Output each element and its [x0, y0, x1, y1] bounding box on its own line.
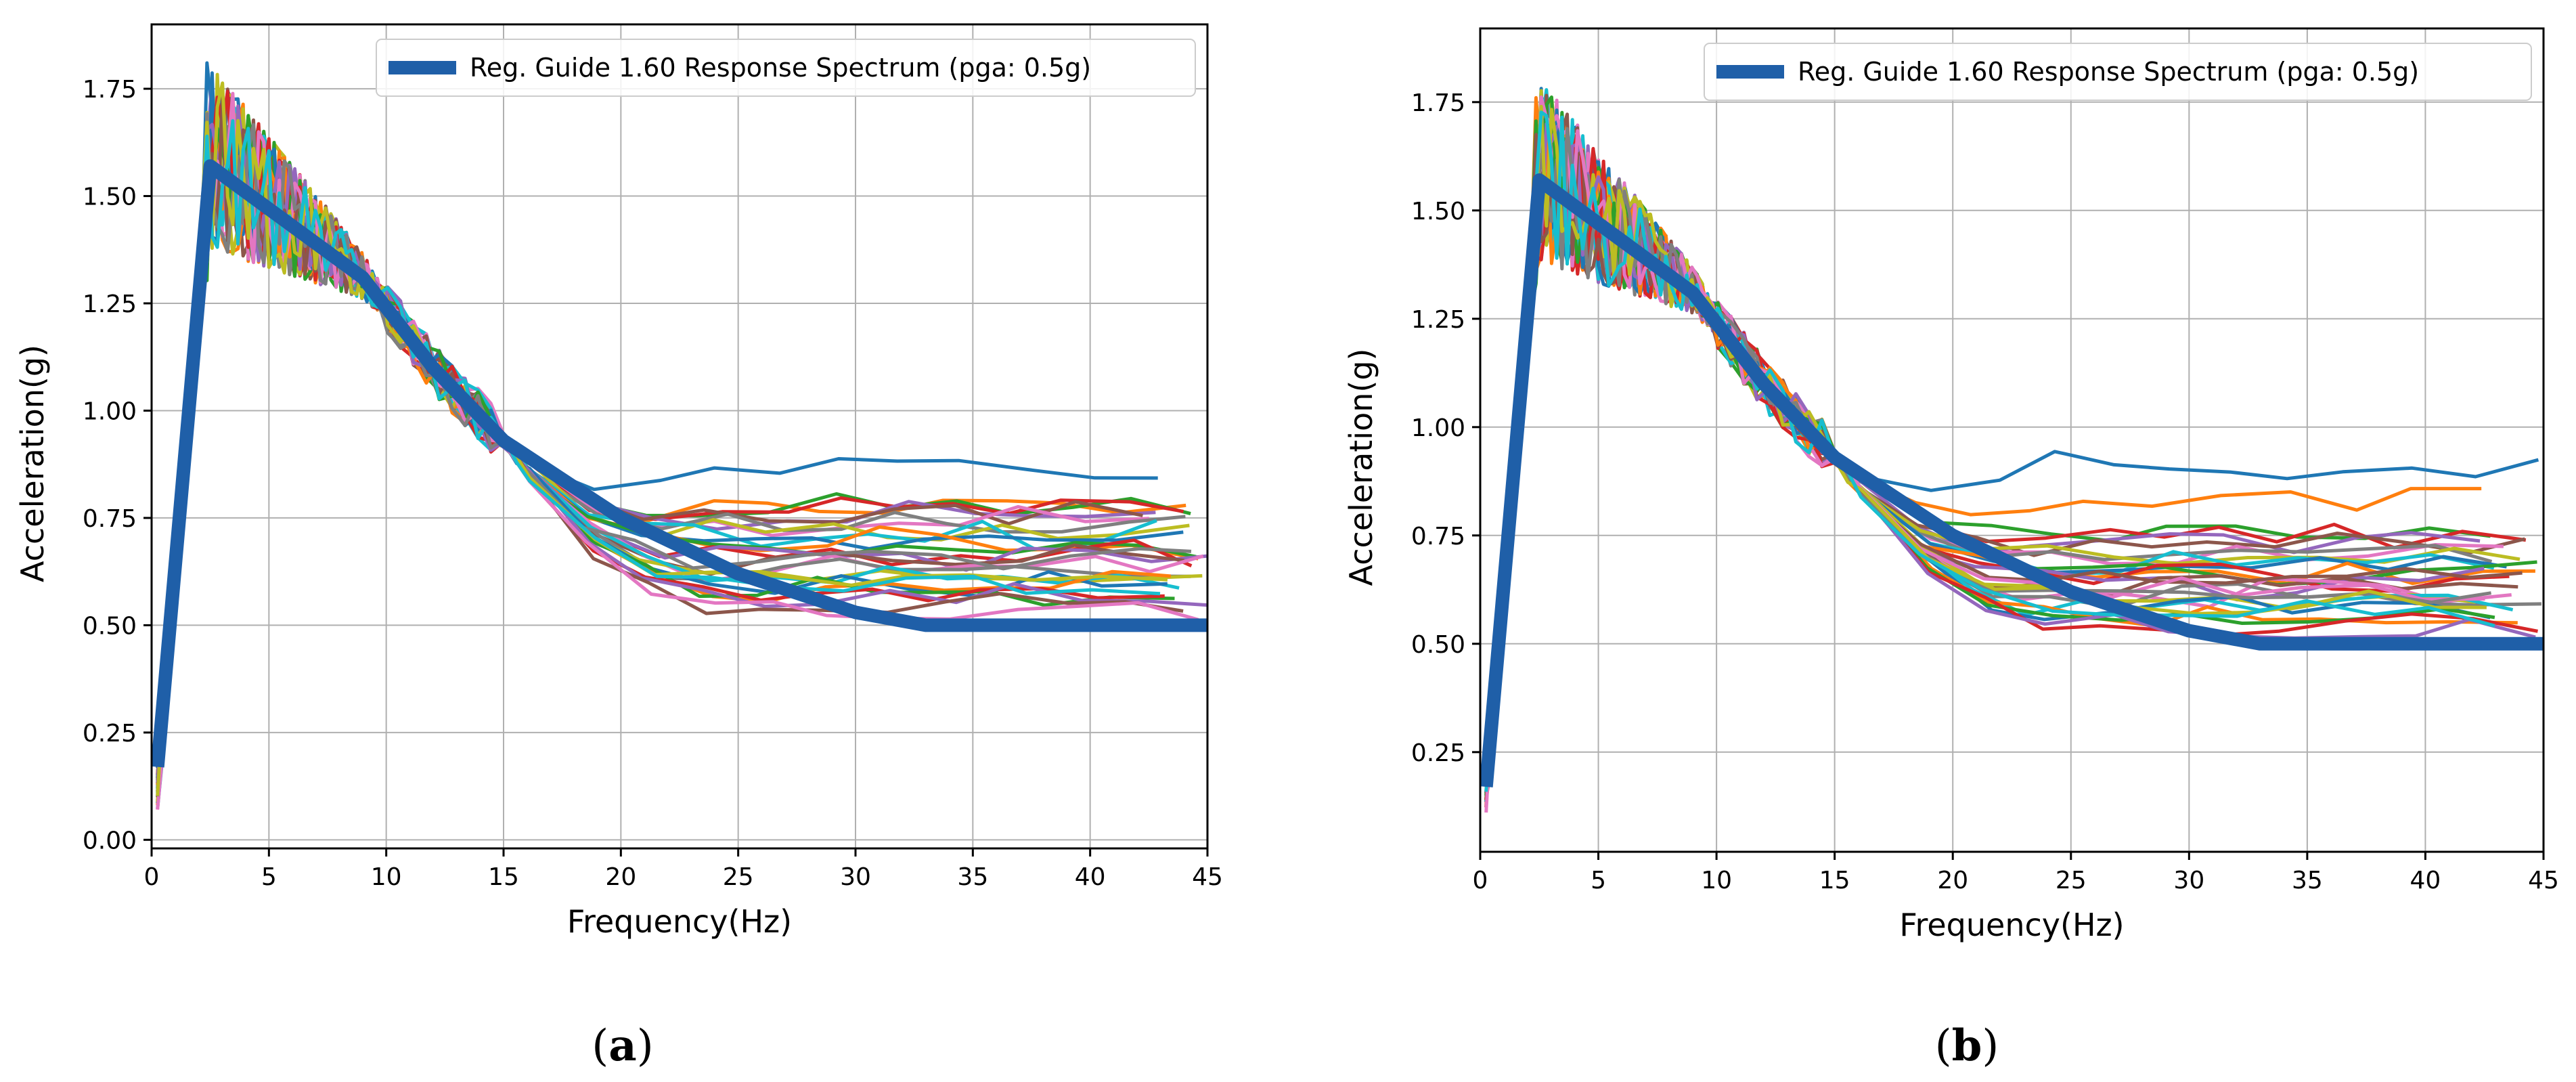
x-tick-label: 30 [2173, 867, 2204, 894]
legend-box [1704, 43, 2532, 101]
ensemble-spectrum-line [156, 61, 1158, 809]
y-tick-label: 0.50 [83, 612, 137, 640]
ensemble-spectrum-line [1484, 104, 2487, 783]
y-tick-label: 1.25 [83, 290, 137, 318]
reference-spectrum-line [1480, 173, 2544, 787]
ensemble-spectrum-line [156, 112, 1192, 797]
panel-caption: (b) [1935, 1020, 1999, 1071]
ensemble-spectrum-line [1484, 88, 2495, 794]
x-tick-label: 35 [2292, 867, 2323, 894]
y-tick-label: 0.25 [83, 720, 137, 748]
y-tick-label: 1.75 [83, 76, 137, 104]
x-tick-label: 40 [1075, 863, 1106, 891]
y-tick-label: 1.75 [1411, 89, 1465, 117]
plot-area [1480, 87, 2544, 813]
x-tick-label: 0 [1473, 867, 1488, 894]
y-tick-label: 1.25 [1411, 306, 1465, 334]
ensemble-spectrum-line [156, 91, 1199, 810]
ensemble-spectrum-line [156, 118, 1161, 766]
x-tick-label: 25 [723, 863, 754, 891]
ensemble-spectrum-line [156, 89, 1165, 783]
x-tick-label: 35 [957, 863, 988, 891]
x-tick-label: 5 [261, 863, 277, 891]
x-tick-label: 0 [144, 863, 160, 891]
y-tick-label: 1.50 [83, 183, 137, 211]
legend-label: Reg. Guide 1.60 Response Spectrum (pga: … [470, 53, 1091, 83]
ensemble-spectrum-line [1484, 95, 2521, 766]
x-tick-label: 20 [605, 863, 636, 891]
y-tick-label: 1.50 [1411, 198, 1465, 225]
y-tick-label: 1.00 [1411, 414, 1465, 442]
legend: Reg. Guide 1.60 Response Spectrum (pga: … [1704, 43, 2532, 101]
y-axis-label: Acceleration(g) [14, 345, 51, 582]
y-tick-label: 0.75 [1411, 523, 1465, 550]
panel-a: 0 5 10 15 20 25 30 35 40 45 0.00 0.25 0.50 0.75 1.00 1.… [14, 23, 1223, 1071]
reference-spectrum-line [152, 159, 1207, 768]
ensemble-spectrum-line [1484, 95, 2485, 813]
axes-frame [1479, 27, 2545, 853]
panel-caption: (a) [592, 1020, 653, 1071]
ensemble-spectrum-line [156, 81, 1168, 796]
x-tick-label: 45 [2528, 867, 2559, 894]
ensemble-spectrum-line [1484, 95, 2539, 796]
x-tick-label: 15 [488, 863, 519, 891]
y-tick-label: 0.00 [83, 827, 137, 854]
x-tick-label: 10 [371, 863, 402, 891]
panel-b: 0 5 10 15 20 25 30 35 40 45 0.25 0.50 0.75 1.00 1.25 1.… [1343, 27, 2559, 1071]
legend-label: Reg. Guide 1.60 Response Spectrum (pga: … [1798, 57, 2419, 87]
x-tick-label: 25 [2056, 867, 2087, 894]
x-tick-label: 45 [1192, 863, 1223, 891]
x-tick-label: 30 [840, 863, 871, 891]
ensemble-spectrum-line [156, 79, 1207, 764]
y-tick-label: 0.25 [1411, 739, 1465, 767]
y-axis-label: Acceleration(g) [1343, 349, 1379, 586]
x-axis-label: Frequency(Hz) [567, 903, 792, 940]
x-axis-label: Frequency(Hz) [1899, 907, 2124, 943]
legend-box [376, 39, 1196, 97]
plot-area [152, 61, 1207, 810]
y-tick-label: 0.75 [83, 505, 137, 533]
x-tick-label: 5 [1591, 867, 1606, 894]
x-tick-label: 15 [1819, 867, 1850, 894]
x-tick-label: 10 [1701, 867, 1732, 894]
ensemble-spectrum-line [1484, 87, 2507, 794]
ensemble-spectrum-line [156, 72, 1203, 802]
ensemble-spectrum-line [156, 71, 1168, 769]
x-tick-label: 20 [1937, 867, 1968, 894]
legend: Reg. Guide 1.60 Response Spectrum (pga: … [376, 39, 1196, 97]
y-tick-label: 0.50 [1411, 631, 1465, 659]
ensemble-spectrum-line [1484, 89, 2476, 794]
x-tick-label: 40 [2410, 867, 2441, 894]
axes-frame [150, 23, 1209, 850]
ensemble-spectrum-line [1484, 93, 2518, 792]
y-tick-label: 1.00 [83, 397, 137, 425]
